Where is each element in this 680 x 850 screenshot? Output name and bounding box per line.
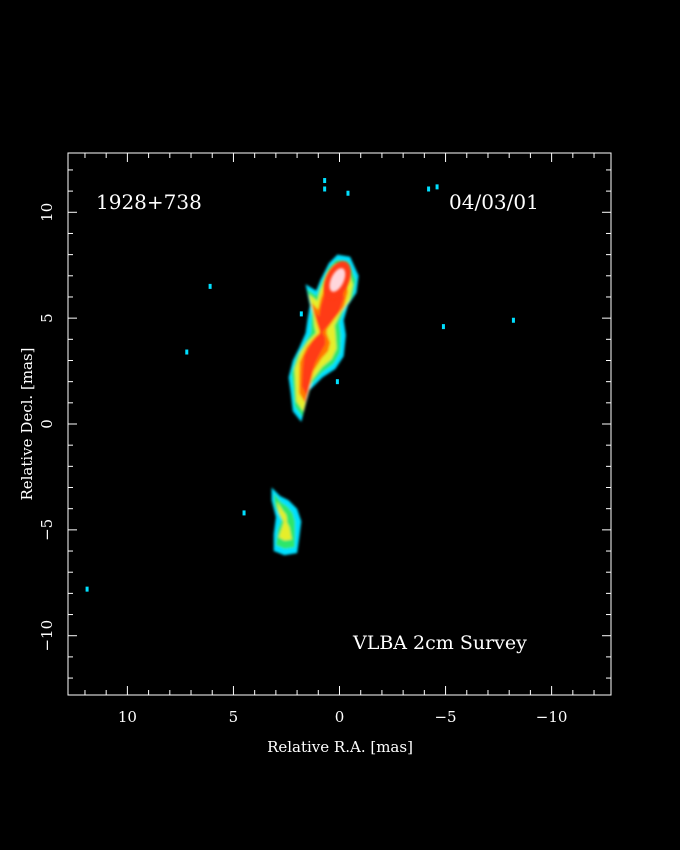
noise-speck xyxy=(242,510,246,516)
x-tick-label: 0 xyxy=(335,708,345,726)
noise-speck xyxy=(335,379,339,385)
noise-speck xyxy=(323,178,327,184)
noise-speck xyxy=(511,317,515,323)
date-label: 04/03/01 xyxy=(449,190,539,214)
noise-speck xyxy=(85,586,89,592)
noise-speck xyxy=(208,283,212,289)
y-tick-label: −10 xyxy=(38,620,56,652)
source-label: 1928+738 xyxy=(96,190,202,214)
y-tick-label: 5 xyxy=(38,313,56,323)
x-tick-label: 10 xyxy=(118,708,137,726)
y-axis-label: Relative Decl. [mas] xyxy=(18,347,36,500)
noise-speck xyxy=(185,349,189,355)
x-tick-label: 5 xyxy=(229,708,239,726)
y-tick-label: 0 xyxy=(38,419,56,429)
noise-speck xyxy=(441,324,445,330)
contour-yellow xyxy=(276,501,292,541)
noise-speck xyxy=(427,186,431,192)
survey-label: VLBA 2cm Survey xyxy=(352,632,527,654)
emission-southern-component xyxy=(271,487,302,556)
axis-ticks xyxy=(68,153,611,695)
emission-core-jet xyxy=(288,254,359,422)
x-axis-label: Relative R.A. [mas] xyxy=(267,738,413,756)
x-tick-label: −10 xyxy=(536,708,568,726)
emission-layer xyxy=(85,178,515,592)
noise-speck xyxy=(299,311,303,317)
noise-speck xyxy=(346,190,350,196)
core-peak xyxy=(329,268,346,292)
y-tick-label: −5 xyxy=(38,519,56,541)
contour-red xyxy=(301,280,344,396)
y-tick-label: 10 xyxy=(38,203,56,222)
noise-speck xyxy=(435,184,439,190)
x-tick-label: −5 xyxy=(434,708,456,726)
noise-speck xyxy=(323,186,327,192)
